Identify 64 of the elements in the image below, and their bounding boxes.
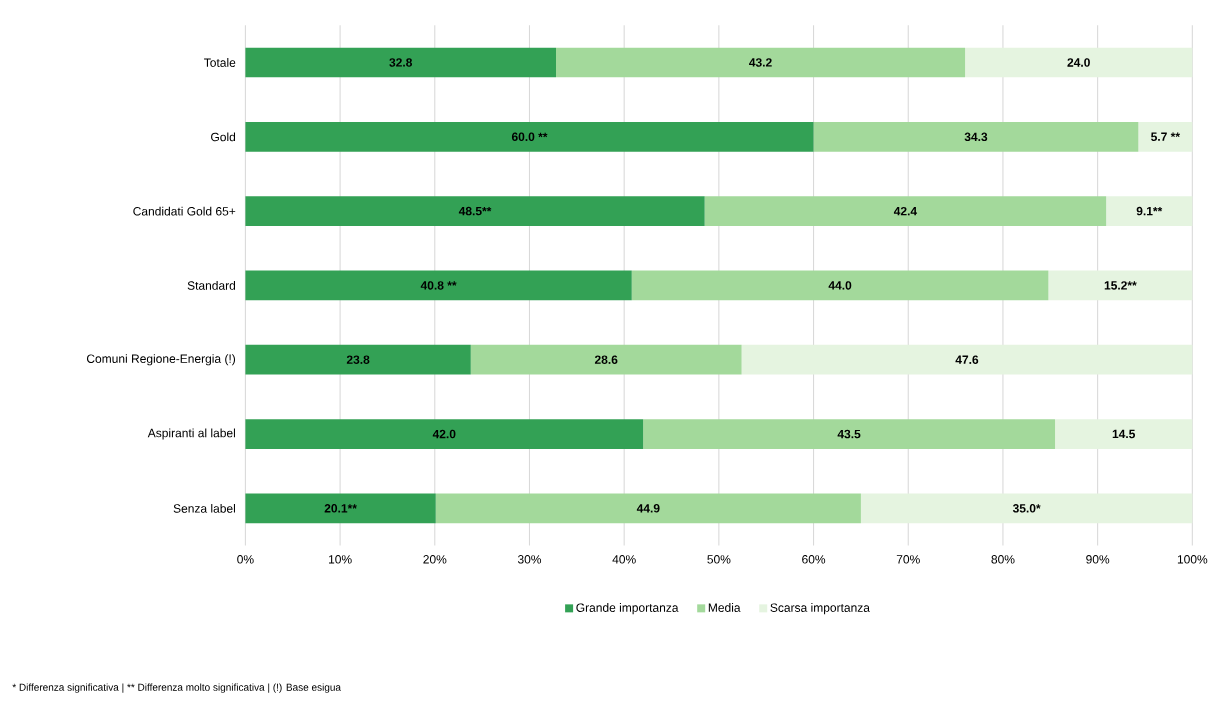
bar — [704, 196, 1107, 226]
bar — [631, 270, 1049, 301]
y-tick-label: Comuni Regione-Energia (!) — [86, 354, 236, 366]
data-label: 9.1** — [1136, 206, 1163, 216]
x-tick-label: 70% — [896, 554, 920, 564]
data-label: 44.9 — [636, 503, 660, 513]
x-tick-label: 80% — [991, 554, 1015, 564]
data-label: 28.6 — [594, 355, 618, 364]
bar — [245, 270, 632, 301]
y-tick-label: Gold — [211, 132, 236, 142]
bar — [245, 419, 644, 449]
data-label: 40.8 ** — [420, 281, 457, 290]
x-tick-label: 50% — [707, 554, 731, 564]
bar — [643, 419, 1056, 449]
legend-label: Scarsa importanza — [770, 603, 870, 615]
bar — [245, 196, 705, 226]
data-label: 15.2** — [1104, 281, 1137, 290]
data-label: 47.6 — [955, 355, 979, 364]
x-tick-label: 0% — [237, 554, 254, 564]
data-label: 42.4 — [893, 206, 918, 216]
bar — [741, 344, 1193, 375]
data-label: 5.7 ** — [1151, 132, 1181, 141]
y-tick-label: Standard — [187, 280, 236, 290]
y-tick-label: Candidati Gold 65+ — [133, 206, 236, 216]
bar — [245, 121, 814, 152]
x-tick-label: 20% — [423, 554, 447, 564]
y-tick-label: Senza label — [173, 503, 235, 513]
data-label: 20.1** — [324, 503, 357, 513]
x-tick-label: 100% — [1177, 554, 1208, 564]
data-label: 35.0* — [1012, 503, 1041, 513]
x-tick-label: 10% — [329, 554, 352, 564]
bar — [556, 47, 966, 78]
data-label: 32.8 — [389, 58, 413, 67]
data-label: 43.2 — [749, 58, 772, 67]
bar — [1138, 121, 1193, 152]
bar — [1106, 196, 1193, 226]
data-label: 23.8 — [346, 355, 370, 364]
data-label: 34.3 — [964, 132, 988, 141]
data-label: 60.0 ** — [511, 132, 548, 141]
bar — [860, 493, 1193, 524]
text: * Differenza significativa | ** Differenza molto significativa | (!) Base esigua — [12, 683, 341, 693]
legend-label: Media — [708, 603, 741, 612]
bar — [965, 47, 1193, 78]
data-label: 14.5 — [1112, 429, 1136, 439]
data-label: 44.0 — [828, 281, 852, 290]
bar — [1048, 270, 1193, 301]
bar — [245, 344, 471, 375]
bar — [1055, 419, 1193, 449]
x-tick-label: 30% — [517, 554, 542, 564]
bar — [470, 344, 742, 375]
data-label: 42.0 — [432, 429, 456, 439]
data-label: 48.5** — [458, 206, 492, 216]
data-label: 24.0 — [1067, 58, 1090, 67]
bar — [245, 47, 556, 78]
bar — [435, 493, 861, 524]
x-tick-label: 40% — [612, 554, 636, 564]
bar — [245, 493, 436, 524]
data-label: 43.5 — [837, 429, 861, 439]
y-tick-label: Totale — [204, 58, 236, 67]
x-tick-label: 90% — [1086, 554, 1110, 564]
bar — [813, 121, 1139, 152]
x-tick-label: 60% — [802, 554, 826, 564]
y-tick-label: Aspiranti al label — [147, 428, 235, 440]
legend-label: Grande importanza — [576, 603, 679, 615]
